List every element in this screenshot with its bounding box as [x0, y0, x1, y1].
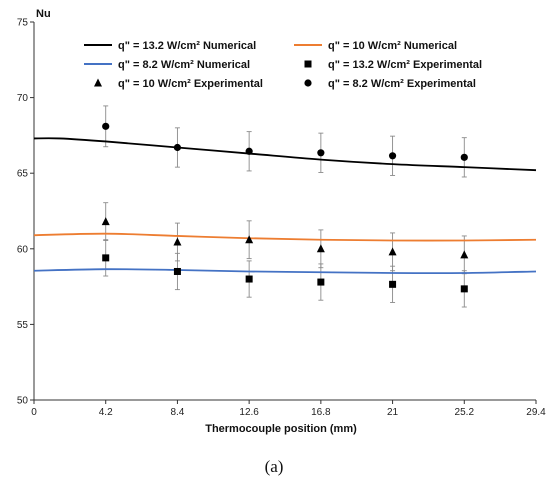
data-point: [317, 278, 325, 286]
data-point: [173, 267, 181, 275]
data-point: [245, 235, 254, 244]
data-point: [316, 244, 325, 253]
axes: 0 4.2 8.4 12.6 16.8 21 25.2 29.4 50 55 60 65 70 75: [17, 18, 546, 419]
legend-swatch-marker: [304, 79, 312, 87]
data-point: [101, 217, 110, 226]
legend-swatch-marker: [94, 78, 102, 87]
legend-label: q" = 13.2 W/cm² Numerical: [118, 40, 256, 52]
data-point: [245, 147, 253, 155]
x-tick-label: 29.4: [526, 407, 546, 418]
legend-label: q" = 10 W/cm² Experimental: [118, 78, 263, 90]
x-tick-label: 12.6: [239, 407, 259, 418]
data-point: [245, 275, 253, 283]
y-tick-label: 60: [17, 244, 29, 255]
x-tick-label: 4.2: [99, 407, 113, 418]
legend-label: q" = 8.2 W/cm² Numerical: [118, 59, 250, 71]
data-point: [173, 143, 182, 152]
data-point: [102, 122, 110, 130]
y-tick-label: 50: [17, 396, 29, 407]
x-tick-label: 16.8: [311, 407, 331, 418]
legend: q" = 13.2 W/cm² Numerical q" = 10 W/cm² N…: [84, 40, 482, 90]
x-tick-label: 21: [387, 407, 399, 418]
figure-caption: (a): [265, 457, 284, 476]
series-line: [33, 232, 537, 242]
data-point: [389, 280, 397, 288]
series-markers: [101, 122, 469, 293]
legend-label: q" = 13.2 W/cm² Experimental: [328, 59, 482, 71]
y-tick-label: 75: [17, 18, 29, 29]
x-axis-title: Thermocouple position (mm): [205, 423, 357, 435]
data-point: [317, 149, 325, 157]
x-tick-label: 0: [31, 407, 37, 418]
y-axis-title: Nu: [36, 8, 51, 20]
x-tick-label: 25.2: [455, 407, 475, 418]
data-point: [460, 285, 468, 293]
data-point: [173, 237, 182, 246]
legend-label: q" = 10 W/cm² Numerical: [328, 40, 457, 52]
y-tick-label: 65: [17, 169, 29, 180]
y-tick-label: 55: [17, 320, 29, 331]
legend-swatch-marker: [304, 60, 312, 68]
y-tick-label: 70: [17, 93, 29, 104]
series-line: [33, 268, 537, 275]
data-point: [460, 153, 468, 161]
x-tick-label: 8.4: [170, 407, 184, 418]
data-point: [388, 247, 397, 256]
data-point: [388, 152, 397, 160]
legend-label: q" = 8.2 W/cm² Experimental: [328, 78, 476, 90]
data-point: [102, 254, 110, 262]
data-point: [460, 250, 469, 259]
